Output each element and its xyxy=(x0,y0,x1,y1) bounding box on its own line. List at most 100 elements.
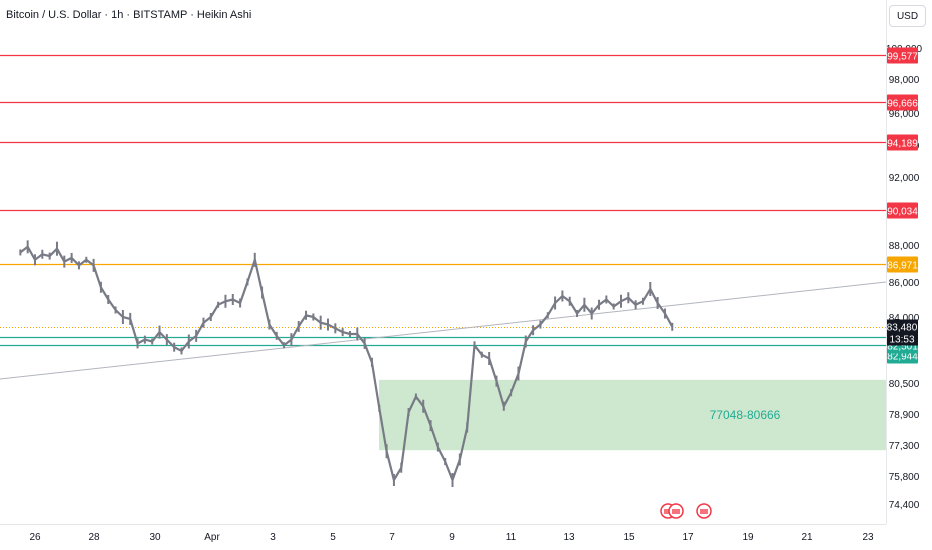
candle xyxy=(239,298,242,308)
y-tick-label: 78,900 xyxy=(889,410,920,421)
candle xyxy=(114,306,117,314)
resistance-4-tag xyxy=(887,256,918,273)
countdown-label: 13:53 xyxy=(889,335,914,346)
candle xyxy=(634,300,637,310)
y-tick-label: 80,500 xyxy=(889,379,920,390)
candle xyxy=(429,420,432,432)
x-tick-label: 7 xyxy=(389,532,395,543)
candle xyxy=(48,252,51,260)
currency-button[interactable]: USD xyxy=(889,5,926,27)
candle xyxy=(546,312,549,319)
candle xyxy=(378,404,381,412)
x-tick-label: Apr xyxy=(204,532,220,543)
candle xyxy=(143,335,146,344)
y-tick-label: 98,000 xyxy=(889,75,920,86)
x-tick-label: 21 xyxy=(801,532,813,543)
resistance-2-tag-label: 94,189 xyxy=(887,139,918,150)
candle xyxy=(458,453,461,466)
demand-zone[interactable] xyxy=(379,379,886,451)
x-tick-label: 19 xyxy=(742,532,754,543)
x-tick-label: 11 xyxy=(506,532,517,543)
candle xyxy=(488,351,491,365)
x-tick-label: 26 xyxy=(29,532,41,543)
dividends-icon-glyph xyxy=(672,509,680,514)
candle xyxy=(34,254,36,266)
symbol-title: Bitcoin / U.S. Dollar · 1h · BITSTAMP · … xyxy=(6,9,252,21)
candle xyxy=(305,310,308,320)
candle xyxy=(55,241,58,256)
candle xyxy=(312,313,315,321)
candle xyxy=(554,296,557,310)
candle xyxy=(209,313,212,321)
candle xyxy=(385,444,388,459)
candle xyxy=(41,249,44,259)
candle xyxy=(19,249,22,256)
candle xyxy=(612,303,615,310)
candle xyxy=(407,408,410,417)
candle xyxy=(400,462,403,473)
candle xyxy=(202,317,205,328)
candle xyxy=(187,334,190,349)
y-tick-label: 96,000 xyxy=(889,109,920,120)
candle xyxy=(480,351,483,358)
candle xyxy=(121,310,124,324)
y-tick-label: 74,400 xyxy=(889,500,920,511)
candle xyxy=(268,319,271,330)
candle xyxy=(224,294,227,308)
candle xyxy=(63,255,66,268)
candle xyxy=(663,308,666,319)
candle xyxy=(590,307,593,320)
earnings-icon-glyph xyxy=(664,509,672,514)
candle xyxy=(327,318,329,331)
candle xyxy=(99,281,102,293)
candle xyxy=(253,252,256,267)
candle xyxy=(92,258,95,272)
resistance-2-tag xyxy=(887,134,918,151)
resistance-0-tag xyxy=(887,47,918,64)
candle xyxy=(356,327,359,341)
x-tick-label: 9 xyxy=(449,532,455,543)
candle xyxy=(466,422,469,433)
time-axis-separator xyxy=(0,524,886,525)
candle xyxy=(436,442,439,452)
resistance-3-tag xyxy=(887,202,918,219)
candle xyxy=(158,325,161,339)
candle xyxy=(576,310,579,317)
candle xyxy=(85,256,88,263)
candle xyxy=(107,295,110,304)
candle xyxy=(261,286,264,299)
candle xyxy=(363,337,366,349)
y-tick-label: 92,000 xyxy=(889,173,920,184)
candle xyxy=(77,261,80,270)
price-series-line[interactable] xyxy=(19,245,674,482)
x-tick-label: 28 xyxy=(88,532,100,543)
trendline[interactable] xyxy=(0,281,887,380)
candle xyxy=(334,323,337,334)
candle xyxy=(627,292,630,304)
candle xyxy=(283,342,286,349)
candle xyxy=(414,393,417,400)
y-tick-label: 86,000 xyxy=(889,278,920,289)
y-tick-label: 77,300 xyxy=(889,441,920,452)
candle xyxy=(598,299,601,310)
candle xyxy=(620,294,622,308)
candle xyxy=(195,329,198,342)
candle xyxy=(151,338,154,345)
candle xyxy=(561,290,564,302)
candle xyxy=(605,295,608,304)
current-price-label: 83,480 xyxy=(887,323,918,334)
candle xyxy=(26,240,29,254)
support-0-tag-label: 82,944 xyxy=(887,352,918,363)
resistance-3-tag-label: 90,034 xyxy=(887,207,918,218)
y-tick-label: 84,000 xyxy=(889,313,920,324)
candle xyxy=(510,389,513,397)
candle xyxy=(180,347,183,355)
resistance-1-tag-label: 96,666 xyxy=(887,99,918,110)
resistance-4-tag-label: 86,971 xyxy=(887,261,918,272)
candle xyxy=(502,401,505,411)
y-tick-label: 88,000 xyxy=(889,241,920,252)
candle xyxy=(641,297,644,305)
candle xyxy=(444,458,447,466)
x-tick-label: 3 xyxy=(270,532,276,543)
